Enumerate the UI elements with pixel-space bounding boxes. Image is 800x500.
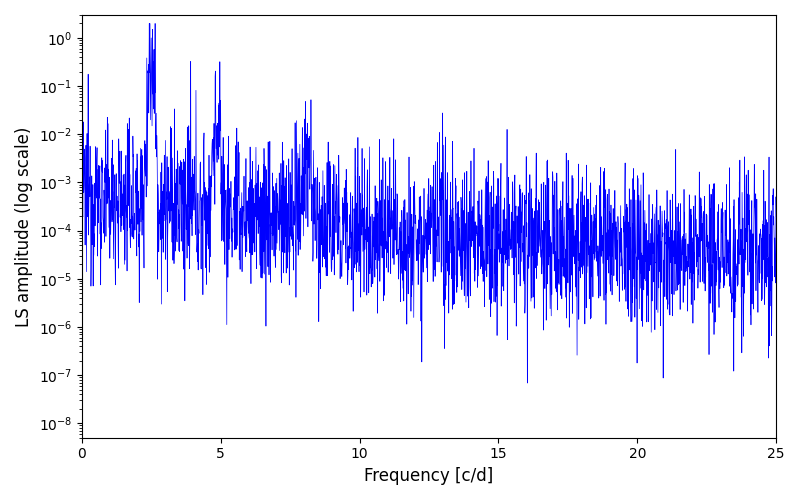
X-axis label: Frequency [c/d]: Frequency [c/d] (364, 467, 494, 485)
Y-axis label: LS amplitude (log scale): LS amplitude (log scale) (15, 126, 33, 326)
